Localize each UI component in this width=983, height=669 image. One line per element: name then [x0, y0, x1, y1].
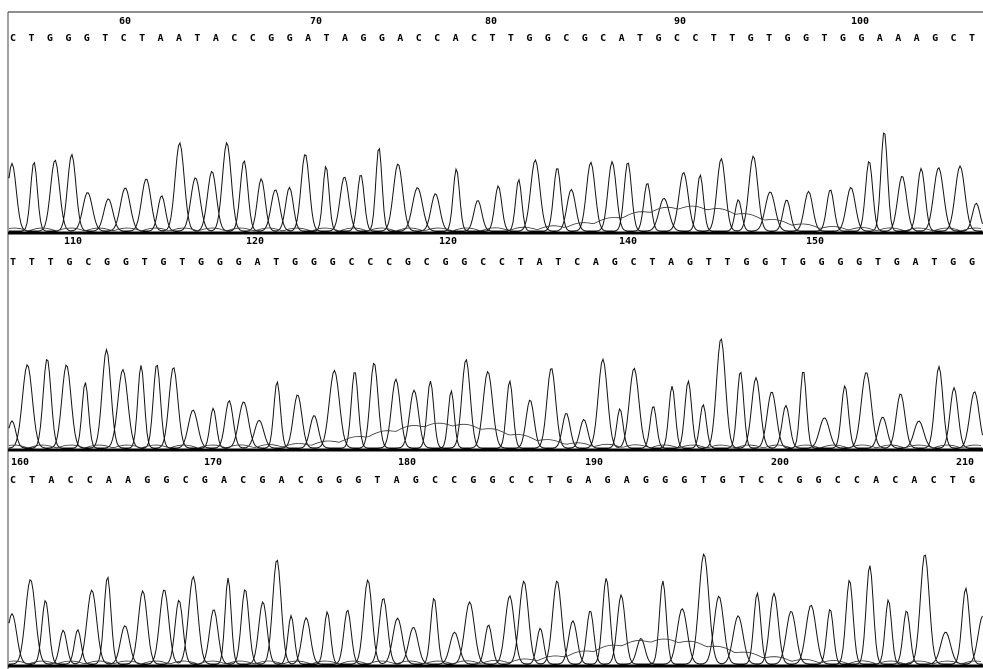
background-trace: [8, 422, 982, 449]
position-label: 80: [485, 16, 497, 27]
trace: [8, 552, 983, 665]
position-label: 140: [619, 236, 637, 247]
background-trace: [8, 638, 982, 665]
base-sequence: CTGGGTCTAATACCGGATAGGACCACTTGGCGCATGCCTT…: [10, 33, 975, 44]
position-label: 120: [246, 236, 264, 247]
base-sequence: CTACCAAGGCGACGACGGGTAGCCGGCCTGAGAGGGTGTC…: [10, 475, 975, 486]
position-label: 110: [64, 236, 82, 247]
position-label: 150: [806, 236, 824, 247]
position-label: 100: [851, 16, 869, 27]
trace: [8, 337, 983, 449]
trace: [9, 565, 983, 665]
position-label: 160: [11, 457, 29, 468]
position-label: 180: [398, 457, 416, 468]
trace: [9, 141, 983, 232]
position-label: 60: [119, 16, 131, 27]
position-label: 190: [585, 457, 603, 468]
position-label: 210: [956, 457, 974, 468]
position-label: 90: [674, 16, 686, 27]
position-label: 200: [771, 457, 789, 468]
position-label: 120: [439, 236, 457, 247]
position-label: 70: [310, 16, 322, 27]
position-label: 170: [204, 457, 222, 468]
background-trace: [8, 205, 982, 232]
